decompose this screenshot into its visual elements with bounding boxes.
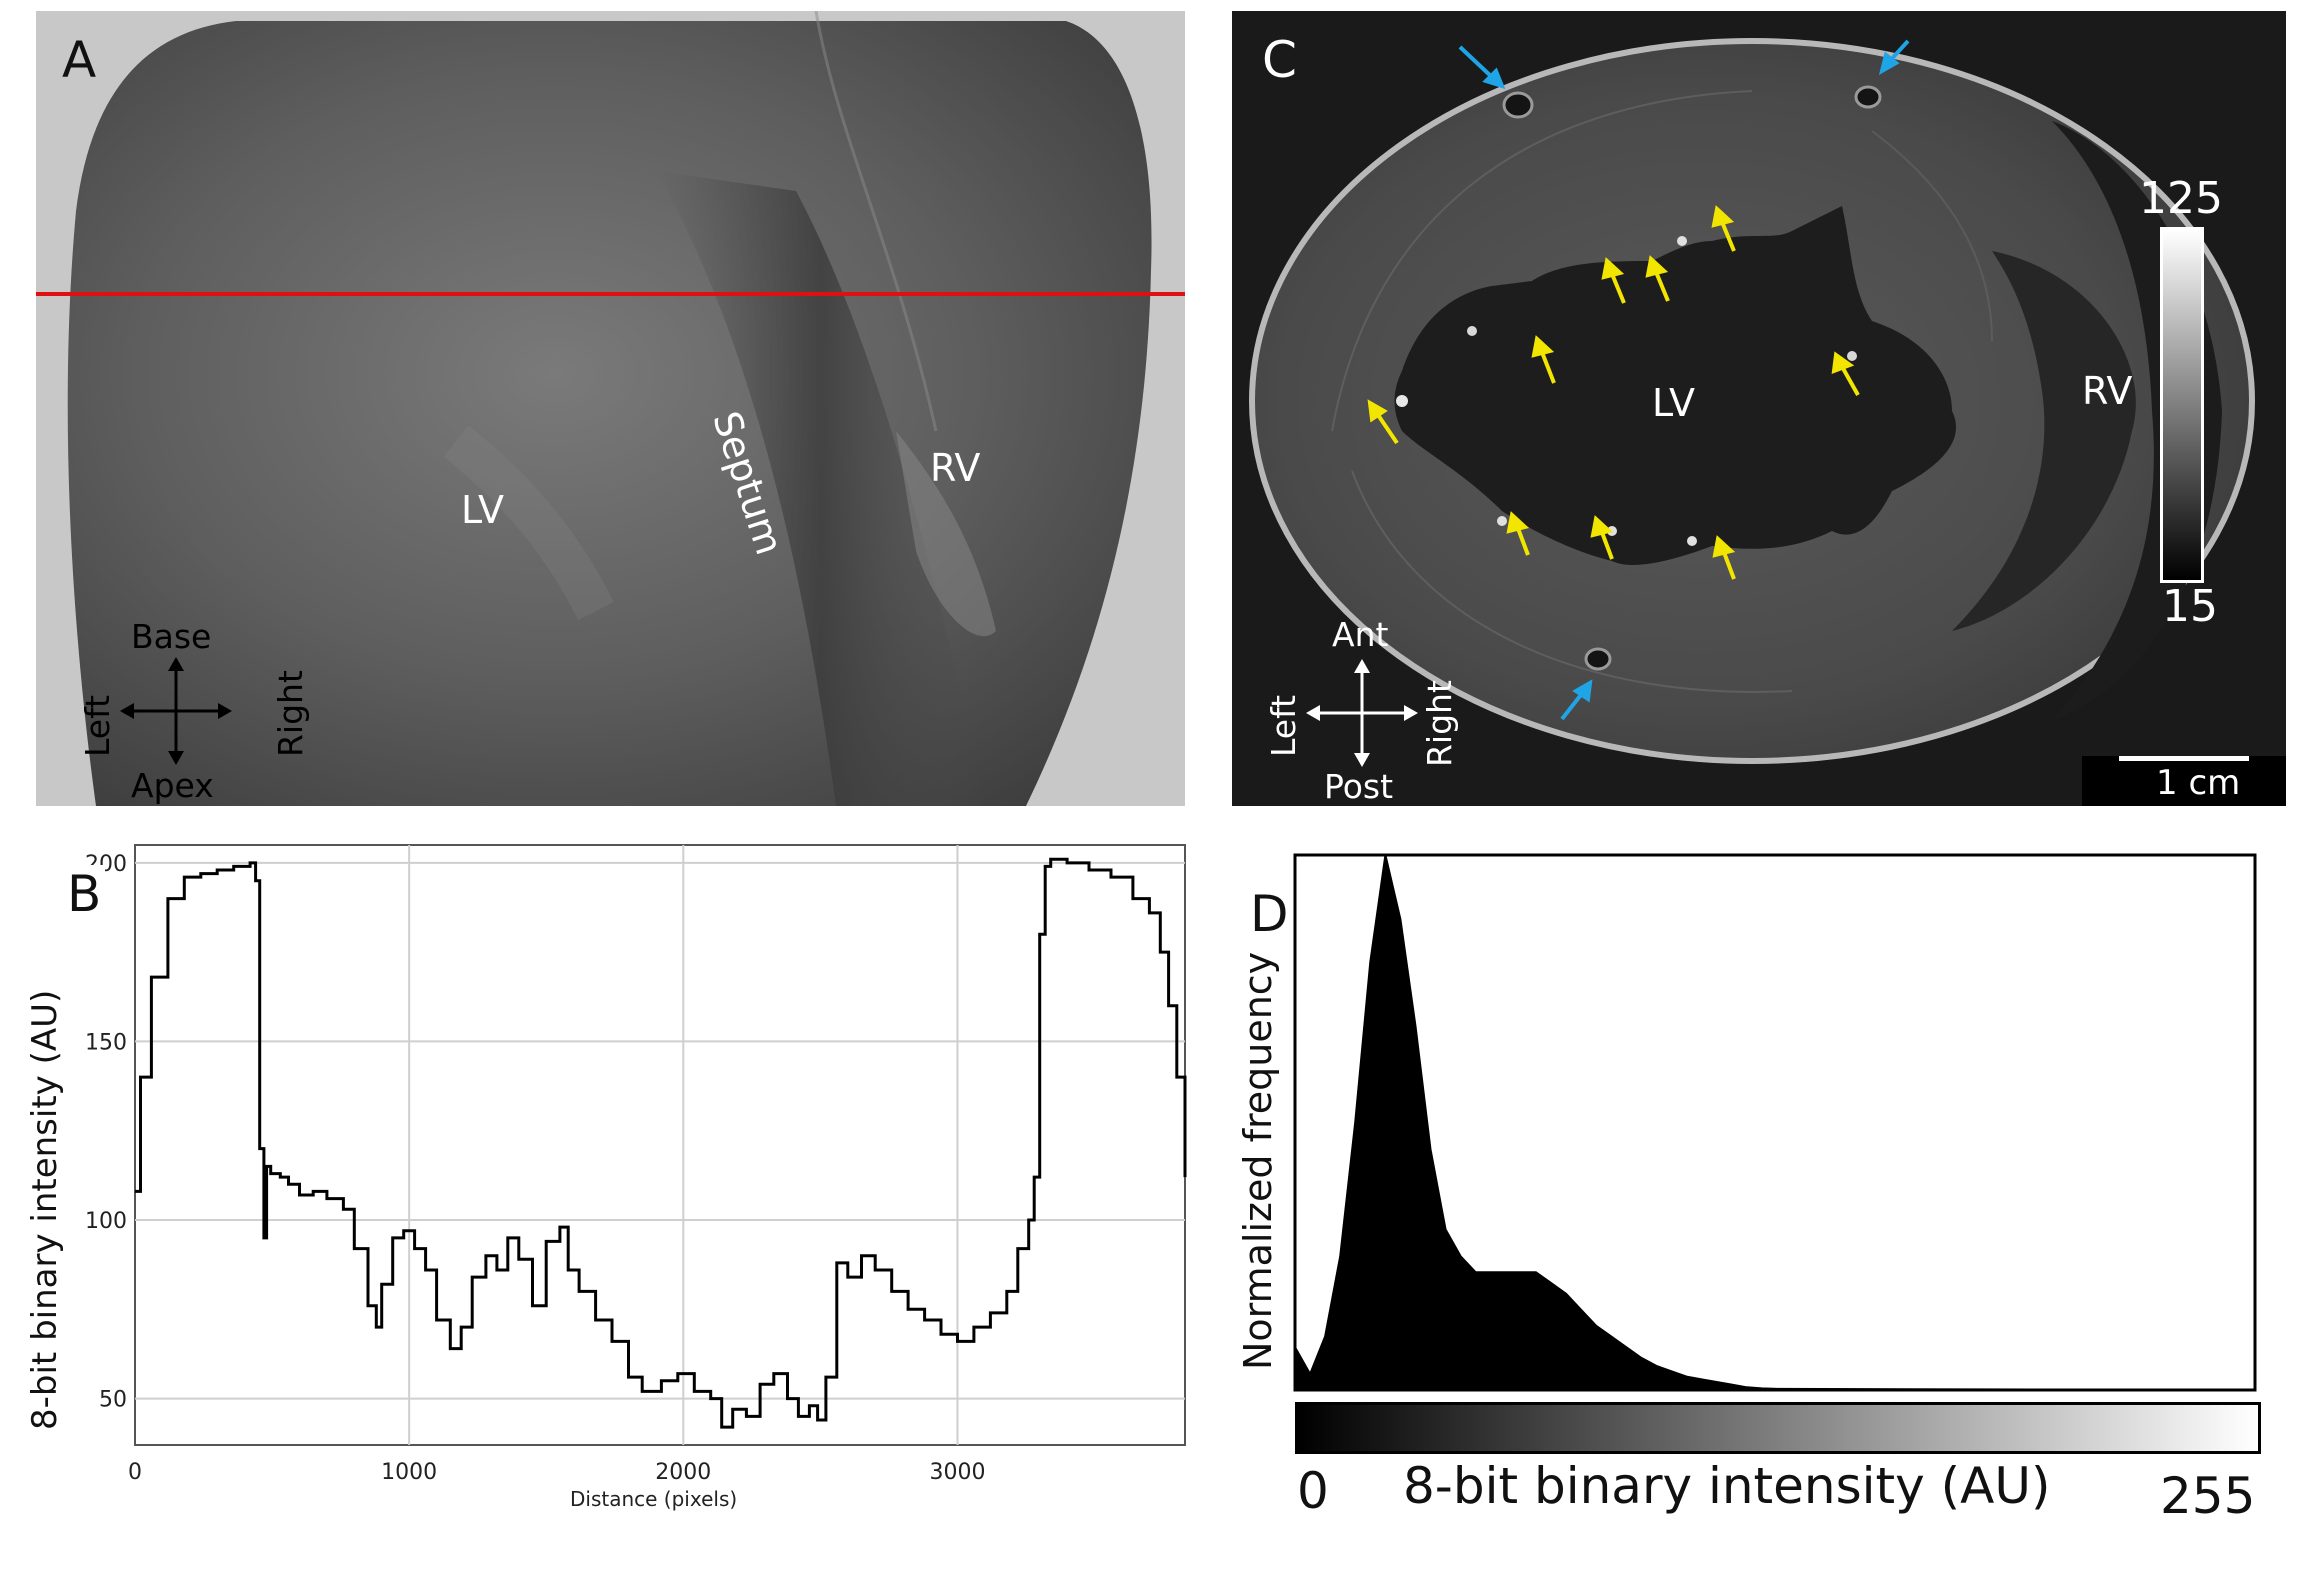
panel-c: C LV RV 125 15 1 cm Ant Post Left Right	[1232, 11, 2286, 806]
panel-d-letter: D	[1250, 885, 1289, 943]
rv-label: RV	[930, 446, 981, 490]
compass-left: Left	[78, 694, 117, 757]
plot-area	[134, 844, 1186, 1446]
x-tick-label: 2000	[655, 1460, 711, 1485]
scale-bar-line	[2119, 756, 2249, 761]
y-tick-label: 50	[99, 1388, 127, 1413]
yellow-arrows	[1367, 205, 1860, 580]
x-tick-label: 0	[128, 1460, 142, 1485]
histogram-area	[1294, 854, 2256, 1391]
compass-arrows-icon	[1306, 659, 1418, 767]
x-min-label: 0	[1297, 1462, 1329, 1520]
compass-base: Base	[131, 617, 212, 656]
panel-b-xlabel: Distance (pixels)	[570, 1487, 738, 1511]
orientation-compass: Base Apex Left Right	[76, 611, 310, 805]
profile-series-line	[135, 857, 1187, 1429]
y-tick-label: 150	[85, 1030, 127, 1055]
colorbar-min-label: 15	[2162, 581, 2218, 632]
compass-post: Post	[1324, 767, 1394, 806]
compass-ant: Ant	[1332, 615, 1389, 654]
panel-b-ylabel: 8-bit binary intensity (AU)	[25, 989, 65, 1430]
rv-label: RV	[2082, 369, 2133, 413]
panel-b-letter: B	[63, 865, 106, 923]
panel-d-chart	[1293, 853, 2257, 1392]
compass-right: Right	[1420, 680, 1459, 767]
scale-bar-box	[2082, 756, 2286, 806]
blue-arrows	[1458, 39, 1910, 721]
colorbar	[2160, 227, 2204, 583]
panel-d-xlabel: 8-bit binary intensity (AU)	[1403, 1457, 2051, 1515]
compass-left: Left	[1264, 694, 1303, 757]
panel-b: 0 1000 2000 3000 50 100 150 200 B 8-bit binary …	[0, 840, 1200, 1569]
x-tick-label: 1000	[381, 1460, 437, 1485]
panel-d: D Normalized frequency 0 8-bit binary in…	[1215, 840, 2300, 1569]
compass-arrows-icon	[120, 657, 232, 765]
lv-label: LV	[461, 488, 504, 532]
panel-d-ylabel: Normalized frequency	[1236, 951, 1280, 1370]
y-tick-label: 100	[85, 1209, 127, 1234]
x-max-label: 255	[2160, 1467, 2256, 1525]
red-profile-line	[36, 292, 1185, 296]
scale-bar-label: 1 cm	[2156, 763, 2241, 803]
orientation-compass: Ant Post Left Right	[1252, 611, 1472, 806]
compass-apex: Apex	[131, 766, 214, 805]
panel-c-letter: C	[1262, 31, 1297, 89]
compass-right: Right	[271, 670, 310, 757]
colorbar-max-label: 125	[2139, 173, 2223, 224]
panel-a-letter: A	[62, 31, 97, 89]
panel-a: A Septum LV RV Base Apex Left Right	[36, 11, 1185, 806]
panel-a-xray-image	[36, 11, 1185, 806]
lv-label: LV	[1652, 381, 1695, 425]
intensity-gradient-bar	[1295, 1402, 2261, 1454]
x-tick-label: 3000	[929, 1460, 985, 1485]
